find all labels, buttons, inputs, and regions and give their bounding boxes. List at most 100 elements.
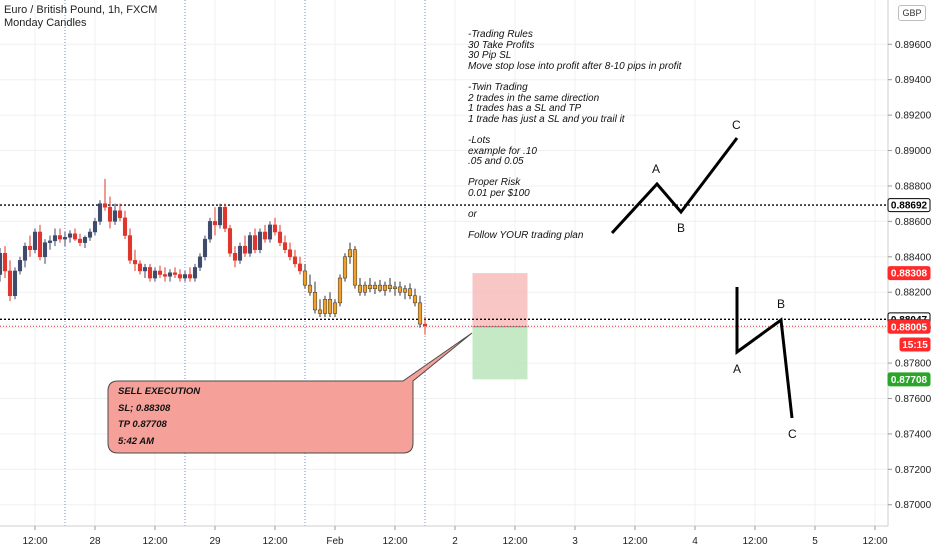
candle-body: [142, 267, 148, 272]
candle: [292, 249, 298, 268]
x-tick-label: 12:00: [262, 536, 287, 547]
note-line: 0.01 per $100: [468, 187, 530, 199]
candle-body: [72, 233, 78, 240]
candle-body: [147, 267, 153, 279]
candle-body: [287, 249, 293, 258]
candle: [2, 246, 8, 279]
price-label: 0.88308: [887, 266, 931, 281]
candle-body: [92, 221, 98, 233]
candle: [137, 260, 143, 275]
note-line: example for .10: [468, 145, 537, 157]
y-tick-label: 0.89200: [895, 111, 932, 122]
candle-body: [342, 256, 348, 279]
y-tick-label: 0.89600: [895, 40, 932, 51]
wave-up-label-c: C: [732, 118, 741, 132]
x-tick-label: 3: [572, 536, 578, 547]
candle: [212, 207, 218, 236]
candle-body: [312, 291, 318, 311]
note-line: Follow YOUR trading plan: [468, 230, 584, 242]
candle-body: [57, 235, 63, 240]
chart-legend[interactable]: Euro / British Pound, 1h, FXCM Monday Ca…: [4, 4, 157, 30]
candle: [222, 203, 228, 233]
note-line: 2 trades in the same direction: [468, 92, 600, 104]
candle: [57, 228, 63, 243]
candle-body: [362, 284, 368, 293]
candle-body: [207, 221, 213, 240]
candle-body: [232, 253, 238, 261]
candle-body: [272, 224, 278, 233]
candle: [247, 232, 253, 257]
position-tool[interactable]: [472, 273, 528, 380]
callout-bubble[interactable]: [107, 332, 473, 454]
candle-body: [47, 240, 53, 243]
y-tick-label: 0.87200: [895, 465, 932, 476]
candle-body: [17, 260, 23, 272]
candle-body: [327, 299, 333, 314]
candle: [312, 281, 318, 314]
candle: [47, 235, 53, 250]
note-line: [468, 125, 768, 136]
wave-drawings[interactable]: [610, 137, 794, 419]
candle-body: [262, 231, 268, 240]
y-tick-label: 0.88400: [895, 252, 932, 263]
candle: [132, 249, 138, 271]
candle-body: [297, 263, 303, 272]
stop-loss-zone[interactable]: [472, 273, 528, 327]
candle: [192, 263, 198, 282]
candle-body: [97, 203, 103, 222]
candle-body: [162, 274, 168, 277]
candle-body: [382, 284, 388, 291]
price-axis[interactable]: 0.89600 0.89400 0.89200 0.89000 0.88800 0.886…: [887, 0, 932, 526]
note-line: 30 Pip SL: [468, 50, 512, 62]
candle-body: [122, 217, 128, 236]
candle: [177, 269, 183, 282]
candle-body: [377, 284, 383, 291]
currency-badge[interactable]: GBP: [898, 5, 926, 21]
wave-down-label-a: A: [733, 362, 742, 376]
symbol-name: Euro / British Pound, 1h, FXCM: [4, 4, 158, 16]
x-tick-label: 29: [209, 536, 221, 547]
candle: [412, 288, 418, 307]
x-tick-label: 2: [452, 536, 458, 547]
candle-body: [317, 309, 323, 314]
x-tick-label: 28: [89, 536, 101, 547]
candles: [0, 178, 428, 335]
candle: [352, 246, 358, 289]
wave-up-label-b: B: [677, 221, 686, 235]
candle-body: [52, 235, 58, 242]
candle-body: [337, 277, 343, 304]
candle-body: [372, 284, 378, 289]
note-line: [468, 200, 768, 211]
sell-execution-callout[interactable]: [107, 332, 473, 454]
candle: [357, 278, 363, 296]
candle-body: [412, 295, 418, 304]
price-label-box: [887, 372, 931, 387]
x-tick-label: 12:00: [142, 536, 167, 547]
candle: [337, 274, 343, 307]
y-tick-label: 0.87800: [895, 359, 932, 370]
horizontal-lines[interactable]: [0, 204, 888, 327]
candle-body: [212, 221, 218, 226]
candle-body: [67, 233, 73, 238]
candle: [82, 235, 88, 248]
candle-body: [197, 256, 203, 268]
candle-body: [242, 245, 248, 254]
take-profit-zone[interactable]: [472, 326, 528, 380]
trading-rules-note[interactable]: -Trading Rules 30 Take Profits 30 Pip SL Mo…: [468, 29, 768, 242]
candle-body: [302, 270, 308, 286]
candle: [207, 217, 213, 243]
wave-up-line[interactable]: [610, 137, 739, 235]
candle-body: [177, 274, 183, 279]
candle-body: [7, 270, 13, 297]
candle-body: [247, 235, 253, 254]
candle: [202, 235, 208, 261]
candle: [157, 265, 163, 279]
candle: [122, 210, 128, 240]
y-tick-label: 0.89400: [895, 75, 932, 86]
wave-down-line[interactable]: [735, 287, 794, 419]
note-line: -Twin Trading: [468, 81, 528, 93]
time-axis[interactable]: 12:00 28 12:00 29 12:00 Feb 12:00 2 12:00 3 12:00 4…: [0, 525, 888, 547]
callout-line: TP 0.87708: [118, 419, 167, 430]
candle-body: [417, 302, 423, 325]
